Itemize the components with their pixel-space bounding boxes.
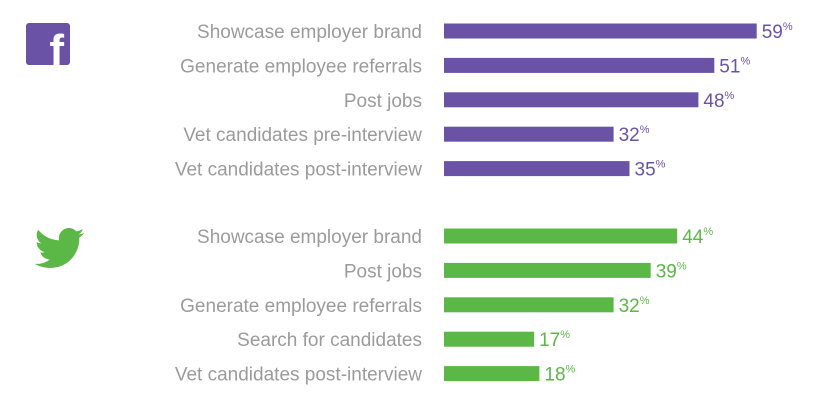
bar bbox=[444, 161, 630, 177]
bar bbox=[444, 57, 715, 73]
category-label: Vet candidates post-interview bbox=[175, 365, 422, 386]
bar bbox=[444, 228, 678, 244]
value-label: 32% bbox=[619, 295, 650, 317]
value-label: 35% bbox=[635, 159, 666, 181]
category-label: Generate employee referrals bbox=[180, 296, 422, 317]
facebook-icon: f bbox=[26, 23, 70, 65]
category-label: Post jobs bbox=[344, 91, 422, 112]
value-label: 59% bbox=[762, 21, 793, 43]
bar bbox=[444, 331, 535, 347]
category-label: Vet candidates post-interview bbox=[175, 160, 422, 181]
bar bbox=[444, 126, 614, 142]
category-label: Search for candidates bbox=[237, 330, 422, 351]
bar bbox=[444, 262, 651, 278]
bar bbox=[444, 297, 614, 313]
category-label: Showcase employer brand bbox=[197, 22, 422, 43]
category-label: Vet candidates pre-interview bbox=[183, 125, 422, 146]
bar bbox=[444, 23, 757, 39]
bar bbox=[444, 366, 540, 382]
value-label: 18% bbox=[544, 364, 575, 386]
twitter-bar-chart: Showcase employer brand 44% Post jobs 39% Ge… bbox=[175, 226, 713, 386]
category-label: Showcase employer brand bbox=[197, 227, 422, 248]
bar bbox=[444, 92, 699, 108]
value-label: 51% bbox=[719, 55, 750, 77]
facebook-bar-chart: Showcase employer brand 59% Generate emplo… bbox=[175, 21, 793, 181]
category-label: Generate employee referrals bbox=[180, 56, 422, 77]
value-label: 44% bbox=[682, 226, 713, 248]
value-label: 17% bbox=[539, 329, 570, 351]
value-label: 48% bbox=[703, 90, 734, 112]
value-label: 39% bbox=[656, 260, 687, 282]
category-label: Post jobs bbox=[344, 261, 422, 282]
twitter-bird-icon bbox=[34, 228, 85, 268]
value-label: 32% bbox=[619, 124, 650, 146]
